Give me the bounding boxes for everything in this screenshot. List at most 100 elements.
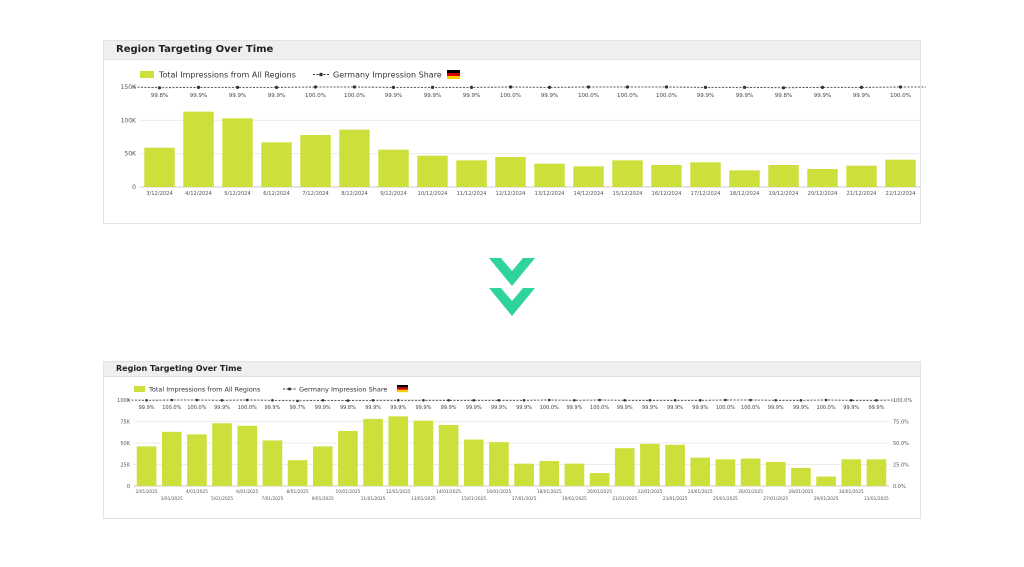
share-data-label: 99.9% [541, 93, 558, 99]
bar [690, 162, 721, 187]
bar [287, 460, 308, 486]
share-data-label: 99.9% [667, 405, 683, 411]
share-point [820, 85, 825, 89]
share-point [430, 85, 435, 89]
bar [665, 444, 685, 486]
bar [413, 420, 434, 486]
share-point [698, 399, 702, 402]
y-tick-label: 150K [121, 84, 137, 91]
x-tick-label: 15/12/2024 [613, 191, 644, 197]
share-point [497, 399, 501, 402]
x-tick-label: 12/12/2024 [496, 191, 527, 197]
share-data-label: 99.9% [229, 93, 246, 99]
x-tick-label: 31/01/2025 [864, 496, 889, 502]
share-point [598, 398, 601, 402]
share-data-label: 100.0% [238, 405, 257, 411]
share-point [313, 85, 318, 89]
share-data-label: 99.9% [466, 405, 482, 411]
chart-after: Total Impressions from All Regions Germa… [117, 385, 912, 502]
germany-flag-icon [397, 385, 408, 393]
share-point [522, 399, 526, 402]
x-tick-label: 6/01/2025 [236, 489, 258, 495]
share-point [245, 398, 249, 402]
share-point [724, 398, 727, 402]
germany-flag-icon [447, 70, 460, 79]
x-tick-label: 24/01/2025 [688, 489, 713, 495]
legend-line-label: Germany Impression Share [299, 386, 387, 394]
share-point [447, 399, 450, 402]
share-data-label: 99.9% [491, 405, 507, 411]
share-point [664, 85, 669, 89]
bar [489, 442, 509, 486]
bar [456, 160, 487, 187]
bar [539, 461, 560, 486]
bar [339, 129, 370, 187]
x-tick-label: 3/12/2024 [146, 191, 173, 197]
double-chevron-down-icon [489, 258, 535, 316]
share-data-label: 99.8% [775, 93, 792, 99]
share-point [195, 398, 199, 402]
x-tick-label: 14/12/2024 [574, 191, 605, 197]
x-tick-label: 2/01/2025 [136, 489, 158, 495]
y2-tick-label: 50.0% [893, 441, 909, 447]
bar [463, 439, 484, 486]
share-data-label: 99.9% [642, 405, 658, 411]
share-data-label: 100.0% [578, 93, 599, 99]
share-point [898, 85, 903, 89]
x-tick-label: 19/12/2024 [769, 191, 800, 197]
x-tick-label: 11/12/2024 [457, 191, 488, 197]
y2-tick-label: 100.0% [893, 398, 912, 404]
share-point [742, 85, 747, 89]
share-data-label: 100.0% [656, 93, 677, 99]
bar [564, 463, 585, 486]
share-data-label: 99.9% [868, 405, 884, 411]
share-point [220, 399, 224, 402]
x-tick-label: 17/01/2025 [512, 496, 537, 502]
share-data-label: 99.9% [190, 93, 207, 99]
x-tick-label: 20/12/2024 [808, 191, 839, 197]
bar [534, 163, 565, 187]
bar [768, 165, 799, 187]
bar [338, 430, 358, 486]
legend-line-label: Germany Impression Share [333, 71, 442, 80]
chart-before: Total Impressions from All Regions Germa… [121, 70, 926, 197]
share-point [508, 85, 513, 89]
share-point [235, 85, 240, 89]
share-data-label: 99.9% [365, 405, 381, 411]
share-point [271, 399, 274, 402]
panel-header: Region Targeting Over Time [104, 362, 920, 377]
x-tick-label: 17/12/2024 [691, 191, 722, 197]
x-tick-label: 18/01/2025 [537, 489, 562, 495]
bar [729, 170, 760, 187]
share-data-label: 100.0% [890, 93, 911, 99]
y2-tick-label: 25.0% [893, 463, 909, 469]
bar [136, 446, 157, 486]
x-tick-label: 30/01/2025 [839, 489, 864, 495]
legend-bar-label: Total Impressions from All Regions [158, 71, 296, 80]
share-point [623, 399, 627, 402]
share-data-label: 99.9% [441, 405, 457, 411]
x-tick-label: 28/01/2025 [789, 489, 814, 495]
share-point [648, 399, 652, 402]
share-data-label: 99.9% [385, 93, 402, 99]
share-point [196, 85, 201, 89]
share-data-label: 99.8% [340, 405, 356, 411]
share-data-label: 99.9% [853, 93, 870, 99]
share-point [157, 86, 162, 90]
x-tick-label: 25/01/2025 [713, 496, 738, 502]
bar [514, 463, 534, 486]
share-point [396, 399, 400, 402]
share-data-label: 99.9% [268, 93, 285, 99]
share-data-label: 100.0% [590, 405, 609, 411]
share-data-label: 99.9% [768, 405, 784, 411]
chart-title: Region Targeting Over Time [116, 364, 242, 373]
share-point [774, 399, 778, 402]
share-data-label: 100.0% [344, 93, 365, 99]
bar [261, 142, 292, 187]
y-tick-label: 50K [120, 441, 130, 447]
bar [740, 458, 761, 486]
x-tick-label: 9/12/2024 [380, 191, 407, 197]
share-point [849, 399, 853, 402]
chart-title: Region Targeting Over Time [116, 44, 274, 55]
share-point [472, 399, 476, 402]
